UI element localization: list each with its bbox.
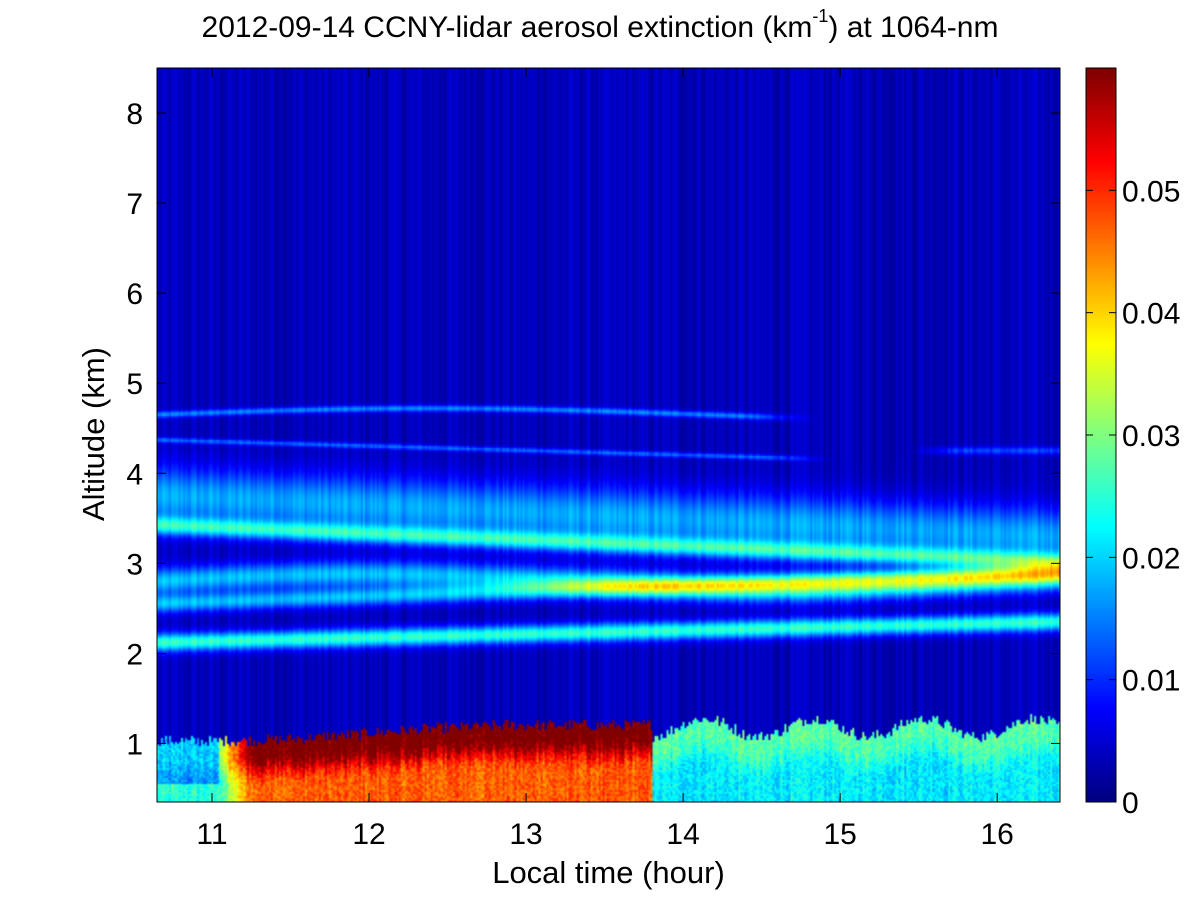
x-tick-label: 11: [196, 818, 227, 851]
plot-ticks: [157, 68, 1060, 802]
x-tick-labels: 11 12 13 14 15 16: [196, 818, 1013, 851]
colorbar-ticks: 0 0.01 0.02 0.03 0.04 0.05: [1086, 175, 1180, 820]
x-tick-label: 12: [352, 818, 385, 851]
y-tick-label: 1: [126, 728, 143, 761]
y-tick-label: 5: [126, 368, 143, 401]
colorbar-tick-label: 0.02: [1122, 542, 1180, 575]
colorbar-tick-label: 0: [1122, 787, 1139, 820]
colorbar-tick-label: 0.01: [1122, 665, 1180, 698]
y-axis-label: Altitude (km): [76, 347, 111, 521]
y-tick-labels: 1 2 3 4 5 6 7 8: [126, 98, 143, 761]
y-tick-label: 4: [126, 458, 143, 491]
plot-frame: [156, 67, 1061, 803]
colorbar-tick-label: 0.04: [1122, 298, 1180, 331]
x-tick-label: 16: [980, 818, 1013, 851]
x-axis-label: Local time (hour): [492, 855, 725, 890]
extinction-heatmap: [157, 68, 1060, 802]
y-tick-label: 6: [126, 278, 143, 311]
x-tick-label: 15: [823, 818, 856, 851]
y-tick-label: 7: [126, 188, 143, 221]
x-tick-label: 13: [509, 818, 542, 851]
x-tick-label: 14: [666, 818, 699, 851]
colorbar-tick-label: 0.03: [1122, 420, 1180, 453]
y-tick-label: 2: [126, 638, 143, 671]
y-tick-label: 8: [126, 98, 143, 131]
colorbar-tick-label: 0.05: [1122, 175, 1180, 208]
y-tick-label: 3: [126, 548, 143, 581]
chart-title: 2012-09-14 CCNY-lidar aerosol extinction…: [201, 6, 999, 44]
